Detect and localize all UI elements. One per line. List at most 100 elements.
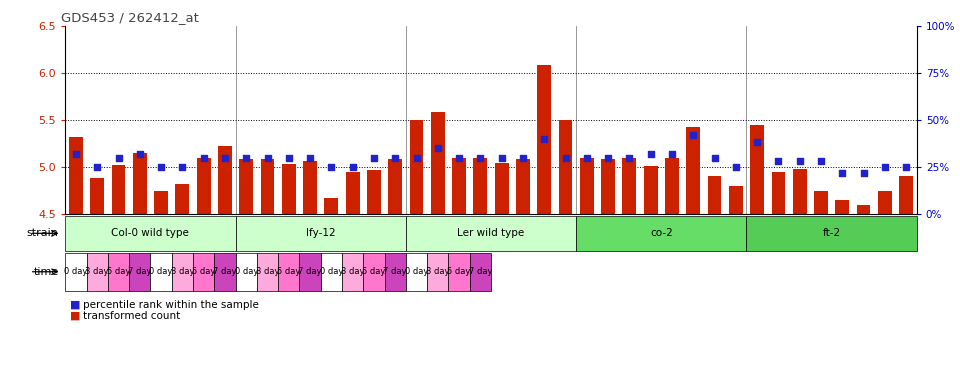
- Text: 0 day: 0 day: [234, 267, 258, 276]
- Point: [196, 154, 211, 160]
- Point: [792, 158, 807, 164]
- Point: [324, 164, 339, 170]
- Bar: [132, 153, 147, 214]
- Bar: [90, 178, 104, 214]
- Text: 5 day: 5 day: [107, 267, 131, 276]
- Point: [132, 151, 148, 157]
- Point: [622, 154, 637, 160]
- Bar: [622, 158, 636, 214]
- Text: Col-0 wild type: Col-0 wild type: [111, 228, 189, 238]
- Bar: [538, 65, 551, 214]
- Bar: [452, 158, 466, 214]
- Bar: [900, 176, 913, 214]
- Point: [217, 154, 232, 160]
- Text: 3 day: 3 day: [255, 267, 279, 276]
- Bar: [516, 160, 530, 214]
- Bar: [644, 166, 658, 214]
- Point: [388, 154, 403, 160]
- Bar: [835, 200, 850, 214]
- Point: [472, 154, 488, 160]
- Text: strain: strain: [27, 228, 59, 238]
- Text: percentile rank within the sample: percentile rank within the sample: [83, 300, 258, 310]
- Bar: [367, 170, 381, 214]
- Text: ft-2: ft-2: [823, 228, 841, 238]
- Text: 3 day: 3 day: [171, 267, 194, 276]
- Point: [367, 154, 382, 160]
- Text: 7 day: 7 day: [128, 267, 152, 276]
- Point: [238, 154, 253, 160]
- Point: [175, 164, 190, 170]
- Text: 0 day: 0 day: [320, 267, 343, 276]
- Text: 5 day: 5 day: [447, 267, 470, 276]
- Point: [685, 132, 701, 138]
- Point: [856, 170, 872, 176]
- Text: ■: ■: [70, 300, 81, 310]
- Point: [834, 170, 850, 176]
- Bar: [665, 158, 679, 214]
- Point: [281, 154, 297, 160]
- Bar: [750, 124, 764, 214]
- Text: transformed count: transformed count: [83, 311, 180, 321]
- Text: 5 day: 5 day: [192, 267, 215, 276]
- Point: [302, 154, 318, 160]
- Bar: [473, 158, 488, 214]
- Bar: [389, 160, 402, 214]
- Point: [643, 151, 659, 157]
- Text: 3 day: 3 day: [426, 267, 449, 276]
- Text: Ler wild type: Ler wild type: [457, 228, 525, 238]
- Bar: [494, 163, 509, 214]
- Bar: [346, 172, 360, 214]
- Bar: [793, 169, 806, 214]
- Text: 3 day: 3 day: [85, 267, 109, 276]
- Bar: [282, 164, 296, 214]
- Point: [516, 154, 531, 160]
- Bar: [580, 158, 593, 214]
- Bar: [69, 137, 83, 214]
- Bar: [708, 176, 722, 214]
- Bar: [814, 191, 828, 214]
- Point: [89, 164, 105, 170]
- Text: 0 day: 0 day: [405, 267, 428, 276]
- Bar: [218, 146, 232, 214]
- Point: [409, 154, 424, 160]
- Text: 0 day: 0 day: [64, 267, 87, 276]
- Bar: [155, 191, 168, 214]
- Point: [877, 164, 893, 170]
- Text: 7 day: 7 day: [383, 267, 407, 276]
- Text: 3 day: 3 day: [341, 267, 365, 276]
- Bar: [856, 205, 871, 214]
- Text: 0 day: 0 day: [150, 267, 173, 276]
- Point: [813, 158, 828, 164]
- Bar: [686, 127, 700, 214]
- Text: co-2: co-2: [650, 228, 673, 238]
- Point: [68, 151, 84, 157]
- Point: [729, 164, 744, 170]
- Point: [771, 158, 786, 164]
- Bar: [111, 165, 126, 214]
- Bar: [431, 112, 444, 214]
- Text: 7 day: 7 day: [299, 267, 322, 276]
- Bar: [878, 191, 892, 214]
- Bar: [559, 120, 572, 214]
- Bar: [410, 120, 423, 214]
- Bar: [303, 161, 317, 214]
- Text: time: time: [34, 267, 59, 277]
- Text: GDS453 / 262412_at: GDS453 / 262412_at: [61, 11, 199, 25]
- Point: [260, 154, 276, 160]
- Bar: [729, 186, 743, 214]
- Bar: [239, 160, 253, 214]
- Point: [537, 136, 552, 142]
- Point: [451, 154, 467, 160]
- Point: [600, 154, 615, 160]
- Point: [154, 164, 169, 170]
- Text: ■: ■: [70, 311, 81, 321]
- Point: [558, 154, 573, 160]
- Bar: [197, 158, 210, 214]
- Point: [750, 139, 765, 145]
- Text: 7 day: 7 day: [468, 267, 492, 276]
- Text: 7 day: 7 day: [213, 267, 237, 276]
- Point: [899, 164, 914, 170]
- Bar: [260, 160, 275, 214]
- Point: [110, 154, 126, 160]
- Text: 5 day: 5 day: [277, 267, 300, 276]
